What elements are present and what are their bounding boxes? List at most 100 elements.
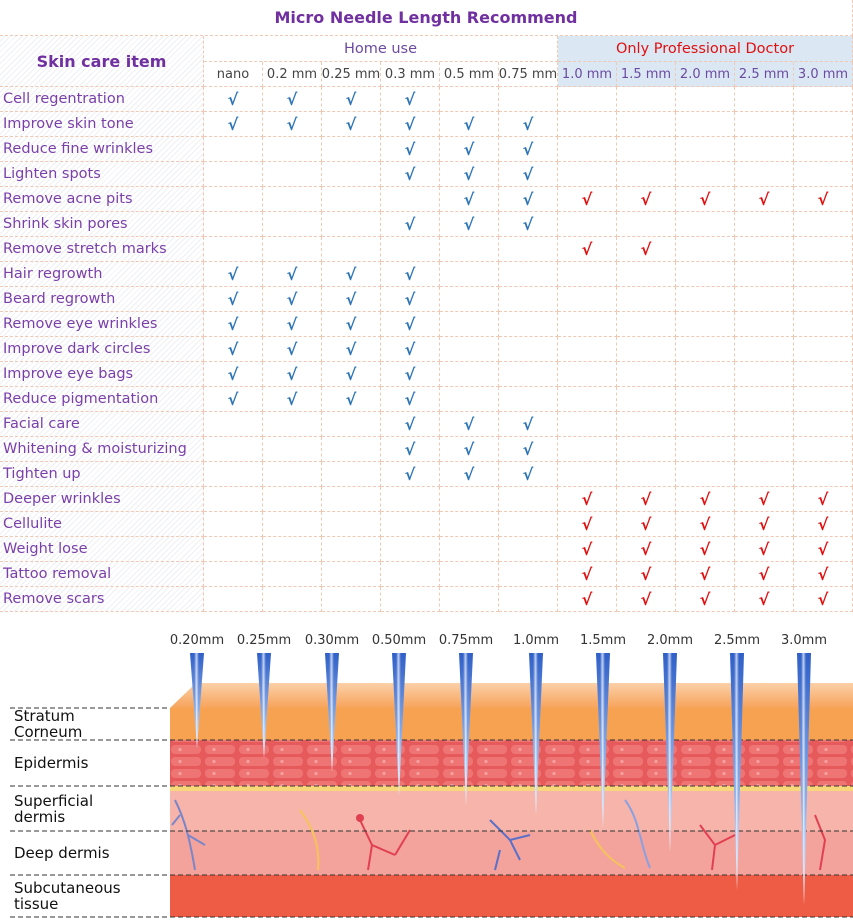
empty-cell (499, 87, 558, 112)
check-mark: √ (381, 312, 440, 337)
row-label: Beard regrowth (0, 287, 204, 312)
needle-label: 0.25mm (237, 633, 291, 648)
title: Micro Needle Length Recommend (0, 0, 853, 36)
needle-label: 2.0mm (647, 633, 693, 648)
empty-cell (617, 437, 676, 462)
empty-cell (322, 537, 381, 562)
empty-cell (794, 137, 853, 162)
row-label: Remove scars (0, 587, 204, 612)
empty-cell (499, 312, 558, 337)
column-header: 0.2 mm (263, 62, 322, 87)
check-mark: √ (381, 112, 440, 137)
check-mark: √ (322, 87, 381, 112)
row-label: Reduce pigmentation (0, 387, 204, 412)
recommend-table: Micro Needle Length Recommend Skin care i… (0, 0, 853, 612)
empty-cell (499, 287, 558, 312)
empty-cell (735, 212, 794, 237)
empty-cell (440, 337, 499, 362)
empty-cell (617, 387, 676, 412)
empty-cell (440, 262, 499, 287)
empty-cell (676, 112, 735, 137)
empty-cell (676, 437, 735, 462)
empty-cell (676, 387, 735, 412)
check-mark: √ (499, 187, 558, 212)
check-mark: √ (204, 362, 263, 387)
layer-labels: Stratum Corneum Epidermis Superficial derm… (10, 707, 853, 918)
empty-cell (263, 162, 322, 187)
empty-cell (794, 362, 853, 387)
check-mark: √ (440, 412, 499, 437)
empty-cell (322, 412, 381, 437)
empty-cell (735, 362, 794, 387)
check-mark: √ (676, 487, 735, 512)
check-mark: √ (440, 437, 499, 462)
empty-cell (440, 387, 499, 412)
empty-cell (263, 437, 322, 462)
empty-cell (794, 237, 853, 262)
layer-label: Stratum Corneum (14, 708, 83, 740)
check-mark: √ (381, 287, 440, 312)
column-header: 0.75 mm (499, 62, 558, 87)
row-label: Remove acne pits (0, 187, 204, 212)
empty-cell (617, 462, 676, 487)
empty-cell (558, 137, 617, 162)
empty-cell (676, 162, 735, 187)
check-mark: √ (381, 137, 440, 162)
empty-cell (440, 562, 499, 587)
needle-shine (533, 653, 538, 815)
check-mark: √ (617, 587, 676, 612)
empty-cell (617, 362, 676, 387)
empty-cell (263, 237, 322, 262)
empty-cell (676, 87, 735, 112)
row-label: Weight lose (0, 537, 204, 562)
row-label: Improve skin tone (0, 112, 204, 137)
check-mark: √ (381, 87, 440, 112)
empty-cell (499, 337, 558, 362)
empty-cell (322, 462, 381, 487)
needle-shine (667, 653, 672, 852)
empty-cell (499, 237, 558, 262)
check-mark: √ (440, 162, 499, 187)
empty-cell (499, 537, 558, 562)
check-mark: √ (381, 162, 440, 187)
check-mark: √ (558, 187, 617, 212)
check-mark: √ (499, 462, 558, 487)
check-mark: √ (617, 237, 676, 262)
check-mark: √ (381, 212, 440, 237)
needle-label: 3.0mm (781, 633, 827, 648)
layer-label: Deep dermis (14, 844, 110, 862)
empty-cell (499, 262, 558, 287)
empty-cell (676, 337, 735, 362)
empty-cell (499, 387, 558, 412)
empty-cell (204, 162, 263, 187)
empty-cell (558, 312, 617, 337)
empty-cell (381, 237, 440, 262)
empty-cell (794, 387, 853, 412)
empty-cell (381, 512, 440, 537)
empty-cell (204, 512, 263, 537)
check-mark: √ (617, 487, 676, 512)
empty-cell (440, 487, 499, 512)
needle-label: 1.0mm (513, 633, 559, 648)
empty-cell (794, 87, 853, 112)
empty-cell (558, 287, 617, 312)
check-mark: √ (794, 537, 853, 562)
empty-cell (204, 137, 263, 162)
column-header: 2.5 mm (735, 62, 794, 87)
column-header: nano (204, 62, 263, 87)
check-mark: √ (322, 362, 381, 387)
empty-cell (794, 437, 853, 462)
empty-cell (617, 137, 676, 162)
empty-cell (204, 212, 263, 237)
empty-cell (263, 487, 322, 512)
empty-cell (558, 87, 617, 112)
empty-cell (735, 387, 794, 412)
empty-cell (794, 412, 853, 437)
empty-cell (204, 412, 263, 437)
check-mark: √ (617, 512, 676, 537)
check-mark: √ (381, 387, 440, 412)
check-mark: √ (676, 537, 735, 562)
check-mark: √ (676, 187, 735, 212)
empty-cell (499, 562, 558, 587)
